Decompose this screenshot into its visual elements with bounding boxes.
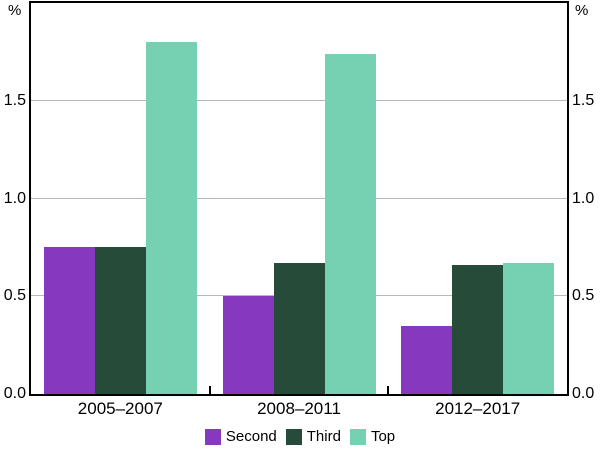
y-tick-label-right: 0.0 xyxy=(572,385,595,402)
y-axis-unit-left: % xyxy=(8,2,22,19)
legend-item-third: Third xyxy=(285,428,341,445)
legend-swatch-third xyxy=(285,428,302,445)
y-tick-label-right: 1.0 xyxy=(572,189,595,207)
y-tick-label-left: 0.0 xyxy=(3,385,26,402)
y-axis-unit-right: % xyxy=(575,2,589,19)
legend-swatch-top xyxy=(349,428,366,445)
x-axis-separator-tick xyxy=(387,386,390,394)
y-tick-label-left: 1.0 xyxy=(3,189,26,207)
y-tick-label-left: 0.5 xyxy=(3,287,26,305)
legend-item-top: Top xyxy=(349,428,396,445)
x-axis-separator-tick xyxy=(208,386,211,394)
bar-top-1 xyxy=(145,42,197,394)
bar-top-2 xyxy=(324,53,376,394)
y-gridline xyxy=(31,99,567,101)
y-tick-label-right: 1.5 xyxy=(572,91,595,109)
category-label: 2012–2017 xyxy=(435,399,521,418)
bar-second-3 xyxy=(401,325,453,394)
bar-third-3 xyxy=(452,264,504,394)
category-label: 2005–2007 xyxy=(77,399,163,418)
legend-swatch-second xyxy=(204,428,221,445)
legend-label-second: Second xyxy=(225,428,277,445)
bar-third-2 xyxy=(273,263,325,394)
legend: Second Third Top xyxy=(0,428,600,445)
plot-area xyxy=(29,1,569,396)
legend-label-top: Top xyxy=(370,428,396,445)
plot-inner xyxy=(31,3,567,394)
legend-label-third: Third xyxy=(306,428,341,445)
bar-top-3 xyxy=(503,263,555,394)
y-tick-label-right: 0.5 xyxy=(572,287,595,305)
bar-second-2 xyxy=(222,296,274,394)
y-tick-label-left: 1.5 xyxy=(3,91,26,109)
bar-third-1 xyxy=(94,247,146,394)
bar-second-1 xyxy=(43,247,95,394)
legend-item-second: Second xyxy=(204,428,277,445)
category-label: 2008–2011 xyxy=(257,399,341,418)
y-gridline xyxy=(31,197,567,199)
